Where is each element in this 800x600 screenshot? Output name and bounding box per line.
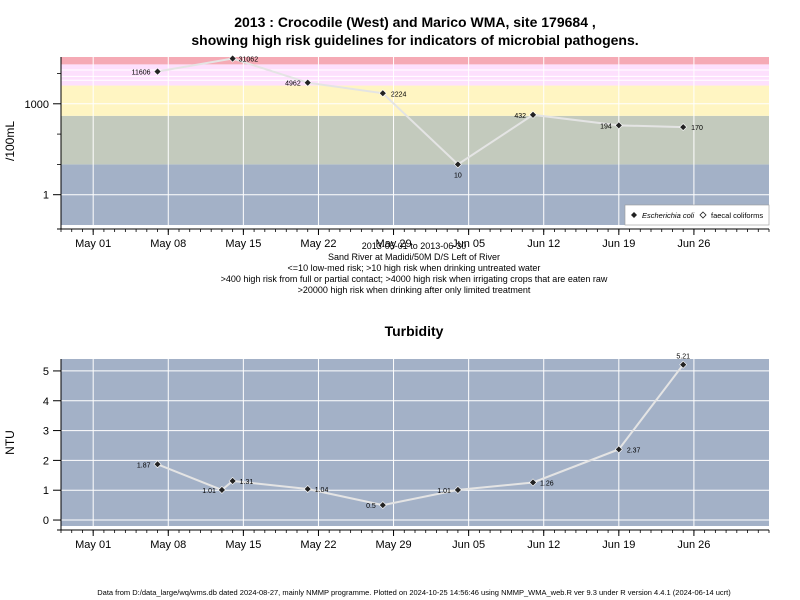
data-label: 4962: [285, 81, 301, 88]
legend-marker-faecal: [699, 211, 707, 219]
x-tick-label: Jun 19: [602, 238, 635, 250]
y-axis-label: /100mL: [3, 121, 17, 161]
y-tick-label: 5: [43, 366, 49, 378]
x-axis-caption-line: >20000 high risk when drinking after onl…: [298, 285, 531, 295]
data-label: 1.26: [540, 480, 554, 487]
risk-band: [61, 57, 769, 65]
data-point: [303, 78, 312, 87]
x-axis-caption-line: <=10 low-med risk; >10 high risk when dr…: [288, 263, 541, 273]
data-label: 1.04: [315, 487, 329, 494]
risk-band: [61, 64, 769, 86]
footer-text: Data from D:/data_large/wq/wms.db dated …: [97, 588, 731, 597]
main-title-line2: showing high risk guidelines for indicat…: [191, 32, 638, 48]
main-title-line1: 2013 : Crocodile (West) and Marico WMA, …: [234, 14, 596, 30]
plot-background: [61, 359, 769, 526]
data-label: 31062: [239, 57, 259, 64]
microbial-chart: May 01 May 08 May 15 May 22 May 29 Jun 05 Jun …: [3, 54, 770, 250]
data-point: [679, 360, 688, 369]
data-label: 5.21: [676, 354, 690, 361]
x-tick-label: May 29: [376, 238, 412, 250]
data-point: [529, 110, 537, 119]
data-point: [453, 485, 462, 494]
x-tick-label: May 08: [150, 539, 186, 551]
x-tick-label: May 15: [225, 238, 261, 250]
data-label: 10: [454, 172, 462, 179]
data-point: [303, 485, 312, 493]
x-tick-label: Jun 05: [452, 539, 485, 551]
x-tick-label: Jun 19: [602, 539, 635, 551]
data-point: [378, 501, 387, 510]
legend-label-ecoli: Escherichia coli: [642, 211, 694, 220]
series-line: [157, 57, 684, 166]
data-point: [217, 485, 226, 494]
x-tick-label: Jun 05: [452, 238, 485, 250]
x-tick-label: May 29: [376, 539, 412, 551]
y-tick-label: 4: [43, 396, 49, 408]
legend-marker-ecoli: [631, 212, 637, 218]
data-point: [614, 121, 623, 130]
data-point: [228, 54, 237, 63]
data-label: 2224: [391, 91, 407, 98]
turbidity-chart: May 01 May 08 May 15 May 22 May 29 Jun 05 Jun …: [3, 354, 770, 551]
data-point: [153, 460, 162, 469]
data-label: 1.01: [202, 488, 216, 495]
y-tick-label: 0: [43, 515, 49, 527]
legend-box: [624, 204, 770, 226]
x-axis-caption-line: Sand River at Madidi/50M D/S Left of Riv…: [328, 252, 500, 262]
y-tick-label: 1: [43, 190, 49, 202]
data-point: [453, 160, 462, 169]
legend: Escherichia coli faecal coliforms: [624, 204, 770, 226]
data-label: 11606: [132, 70, 151, 77]
data-label: 1.31: [240, 479, 254, 486]
data-point: [679, 123, 688, 132]
x-tick-label: May 01: [75, 238, 111, 250]
x-tick-label: May 22: [300, 539, 336, 551]
x-tick-label: May 22: [300, 238, 336, 250]
data-label: 2.37: [627, 447, 641, 454]
x-tick-label: May 01: [75, 539, 111, 551]
data-point: [153, 67, 162, 76]
data-label: 194: [600, 123, 612, 130]
x-tick-label: May 08: [150, 238, 186, 250]
x-tick-label: Jun 12: [527, 238, 560, 250]
data-label: 0.5: [366, 503, 376, 510]
legend-label-faecal: faecal coliforms: [711, 211, 763, 220]
data-label: 1.87: [137, 462, 151, 469]
x-tick-label: Jun 12: [527, 539, 560, 551]
data-label: 1.01: [437, 488, 451, 495]
x-tick-label: May 15: [225, 539, 261, 551]
x-tick-label: Jun 26: [677, 238, 710, 250]
data-point: [529, 478, 537, 487]
y-tick-label: 1: [43, 485, 49, 497]
x-axis-caption-line: 2013-05-01 to 2013-06-30: [362, 241, 467, 251]
data-label: 170: [691, 125, 703, 132]
x-axis-caption-line: >400 high risk from full or partial cont…: [221, 274, 608, 284]
y-tick-label: 3: [43, 426, 49, 438]
data-label: 432: [514, 113, 526, 120]
risk-band: [61, 85, 769, 116]
y-tick-label: 2: [43, 455, 49, 467]
x-tick-label: Jun 26: [677, 539, 710, 551]
data-point: [228, 477, 237, 485]
data-point: [378, 89, 387, 98]
y-tick-label: 1000: [25, 99, 49, 111]
y-axis-label: NTU: [3, 430, 17, 455]
turbidity-title: Turbidity: [385, 323, 444, 339]
data-point: [614, 445, 623, 454]
